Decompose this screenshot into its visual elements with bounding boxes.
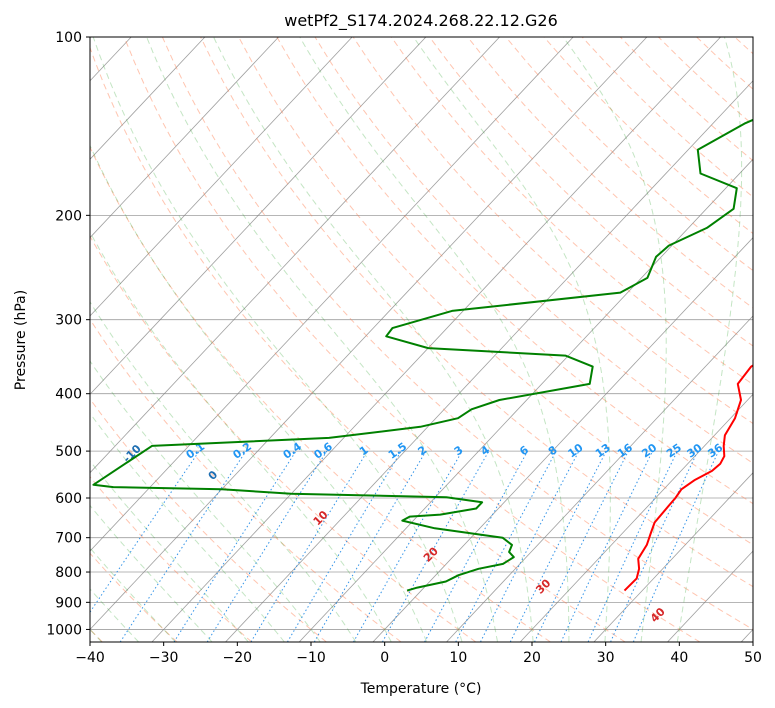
dry-adiabat-line [90, 235, 477, 642]
mixing-ratio-line [632, 450, 719, 642]
temperature-profile-line [623, 364, 753, 592]
y-axis-label: Pressure (hPa) [13, 290, 29, 390]
background-lines [90, 37, 753, 642]
x-tick-label: 30 [597, 650, 615, 666]
dewpoint-profile-line [92, 118, 753, 592]
dry-adiabat-line [200, 37, 753, 588]
x-axis-label: Temperature (°C) [360, 681, 482, 697]
y-tick-label: 900 [55, 595, 82, 611]
moist-adiabat-line [146, 37, 498, 642]
dry-adiabat-line [238, 37, 753, 546]
x-tick-label: 50 [744, 650, 762, 666]
isotherm-line [519, 393, 753, 642]
x-tick-label: −30 [149, 650, 179, 666]
moist-adiabat-line [213, 37, 534, 642]
y-tick-label: 600 [55, 491, 82, 507]
isotherm-line [90, 37, 648, 631]
isotherm-line [90, 37, 500, 474]
y-tick-label: 300 [55, 313, 82, 329]
x-tick-label: −10 [296, 650, 326, 666]
moist-adiabat-line [92, 37, 463, 642]
isotherm-line [90, 37, 574, 552]
y-tick-label: 100 [55, 30, 82, 46]
isotherm-line [225, 80, 753, 642]
x-tick-label: 0 [380, 650, 389, 666]
moist-adiabat-line [90, 144, 428, 642]
isotherm-line [151, 37, 721, 642]
isotherm-line [90, 37, 427, 395]
moist-adiabat-line [299, 37, 570, 642]
moist-adiabat-line [676, 37, 743, 642]
isotherm-line [593, 472, 753, 642]
dry-adiabat-line [314, 37, 753, 464]
x-tick-label: 10 [449, 650, 467, 666]
y-tick-label: 1000 [46, 622, 82, 638]
y-tick-label: 800 [55, 565, 82, 581]
mixing-ratio-line [173, 450, 297, 642]
dry-adiabat-line [90, 46, 626, 642]
dry-adiabat-line [123, 37, 701, 642]
mixing-ratio-line [424, 450, 529, 642]
x-tick-label: −40 [75, 650, 105, 666]
isotherm-line [446, 315, 753, 642]
mixing-ratio-line [381, 450, 490, 642]
mixing-ratio-line [119, 450, 247, 642]
moist-adiabat-line [90, 231, 392, 642]
moist-adiabat-line [562, 37, 667, 642]
moist-adiabat-line [90, 300, 357, 642]
dry-adiabat-line [90, 552, 178, 642]
moist-adiabat-line [90, 412, 285, 642]
dry-adiabat-line [161, 37, 753, 630]
plot-frame [89, 36, 754, 643]
isotherm-line [90, 37, 206, 160]
y-tick-label: 700 [55, 531, 82, 547]
isotherm-line [90, 37, 353, 317]
y-tick-label: 500 [55, 444, 82, 460]
axes: −40 −30 −20 −10 0 10 20 30 40 50 100 200 300 400 500 60… [46, 30, 762, 666]
dry-adiabat-line [90, 318, 402, 642]
dry-adiabat-line [90, 146, 551, 642]
x-tick-label: 40 [670, 650, 688, 666]
x-tick-label: 20 [523, 650, 541, 666]
y-tick-label: 400 [55, 387, 82, 403]
dry-adiabat-line [90, 475, 253, 642]
chart-title: wetPf2_S174.2024.268.22.12.G26 [284, 11, 558, 31]
moist-adiabat-line [90, 360, 321, 642]
mixing-ratio-line [534, 450, 629, 642]
x-tick-label: −20 [223, 650, 253, 666]
isotherm-line [298, 158, 753, 642]
isotherm-line [372, 237, 753, 642]
dry-adiabat-line [276, 37, 753, 505]
profiles [92, 118, 753, 592]
y-tick-label: 200 [55, 208, 82, 224]
mixing-ratio-line [509, 450, 607, 642]
isotherm-line [90, 37, 279, 239]
mixing-ratio-line [610, 450, 699, 642]
